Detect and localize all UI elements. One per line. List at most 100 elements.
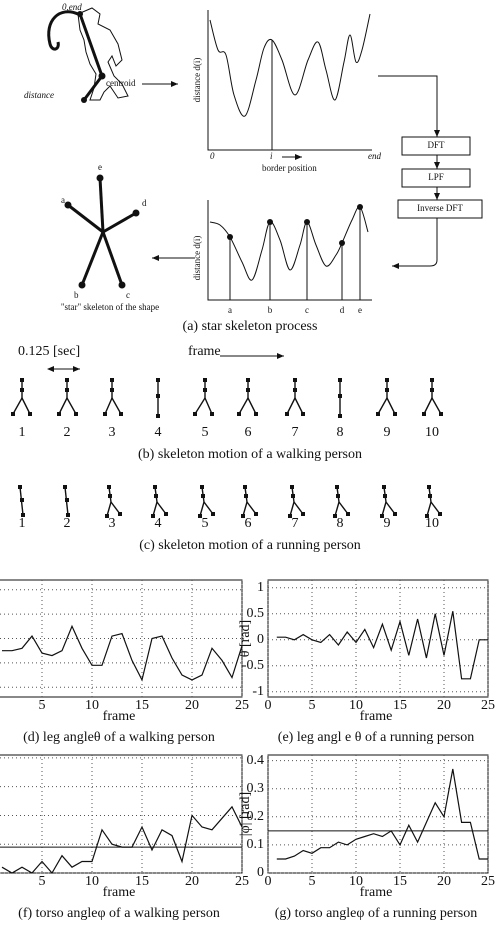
- y-tick-label: 0.4: [247, 753, 265, 768]
- star-point: e: [98, 162, 102, 172]
- x-tick-label: 5: [39, 698, 46, 713]
- limb: [153, 502, 157, 516]
- data-line: [2, 807, 242, 873]
- block-label: DFT: [427, 140, 445, 150]
- y-label: distance d(i): [192, 236, 202, 281]
- joint: [210, 412, 214, 416]
- y-tick-label: 1: [257, 580, 264, 595]
- caption: (d) leg angleθ of a walking person: [23, 730, 215, 745]
- joint: [254, 412, 258, 416]
- y-tick-label: 0: [257, 865, 264, 880]
- y-label: distance d(i): [192, 58, 202, 103]
- x-tick-label: 15: [135, 874, 149, 889]
- limb: [239, 398, 248, 414]
- caption: (g) torso angleφ of a running person: [275, 906, 477, 921]
- limb: [67, 398, 76, 414]
- block-label: LPF: [428, 172, 444, 182]
- joint: [20, 388, 24, 392]
- x-label: frame: [103, 709, 136, 724]
- frame-number: 6: [245, 425, 252, 440]
- frame-number: 1: [19, 425, 26, 440]
- origin-label: 0,end: [62, 2, 82, 12]
- joint: [393, 512, 397, 516]
- joint: [439, 412, 443, 416]
- y-label: θ [rad]: [238, 620, 253, 657]
- connector: [378, 76, 437, 137]
- joint: [153, 485, 157, 489]
- x-tick-label: 15: [393, 874, 407, 889]
- axes: [208, 200, 372, 300]
- limb: [424, 398, 432, 414]
- caption: (b) skeleton motion of a walking person: [138, 447, 362, 462]
- block-label: Inverse DFT: [417, 203, 463, 213]
- frame-label: frame: [188, 344, 221, 359]
- y-tick-label: 0.5: [247, 606, 265, 621]
- joint: [382, 485, 386, 489]
- point-label: e: [358, 305, 362, 315]
- joint: [422, 412, 426, 416]
- frame-number: 6: [245, 516, 252, 531]
- plot-frame: [268, 580, 488, 697]
- joint: [65, 498, 69, 502]
- x-tick-label: 5: [309, 698, 316, 713]
- joint: [65, 388, 69, 392]
- x-tick-label: 25: [481, 874, 495, 889]
- joint: [301, 512, 305, 516]
- joint: [74, 412, 78, 416]
- joint: [20, 378, 24, 382]
- joint: [383, 494, 387, 498]
- x-tick-label: 25: [235, 698, 249, 713]
- joint: [338, 378, 342, 382]
- joint: [156, 414, 160, 418]
- y-tick-label: 0: [257, 632, 264, 647]
- joint: [119, 412, 123, 416]
- star-skeleton: [68, 178, 136, 285]
- limb: [287, 398, 295, 414]
- limb: [378, 398, 387, 414]
- frame-number: 3: [109, 516, 116, 531]
- joint: [18, 485, 22, 489]
- frame-number: 2: [64, 516, 71, 531]
- frame-number: 9: [384, 425, 391, 440]
- point-label: a: [228, 305, 232, 315]
- axes: [208, 10, 372, 150]
- x-tick-label: 20: [185, 698, 199, 713]
- frame-number: 2: [64, 425, 71, 440]
- data-line: [2, 626, 242, 680]
- frame-number: 1: [19, 516, 26, 531]
- page: {"panel_a": {"origin_label": "0,end", "c…: [0, 0, 501, 925]
- x-tick-label: 5: [309, 874, 316, 889]
- joint: [336, 494, 340, 498]
- joint: [103, 412, 107, 416]
- joint: [430, 378, 434, 382]
- plot-frame: [268, 755, 488, 873]
- frame-number: 7: [292, 516, 299, 531]
- limb: [295, 398, 303, 414]
- caption: (e) leg angl e θ of a running person: [278, 730, 474, 745]
- star-point: d: [142, 198, 147, 208]
- joint: [243, 485, 247, 489]
- joint: [385, 388, 389, 392]
- x-tick-label: 25: [235, 874, 249, 889]
- limb: [107, 502, 111, 516]
- joint: [211, 512, 215, 516]
- silhouette: [49, 8, 128, 103]
- x-tick-label: 10: [85, 698, 99, 713]
- peak-dots: [227, 204, 363, 246]
- frame-number: 4: [155, 516, 162, 531]
- joint: [301, 412, 305, 416]
- joint: [200, 485, 204, 489]
- joint: [293, 388, 297, 392]
- joint: [203, 378, 207, 382]
- caption: (c) skeleton motion of a running person: [139, 538, 361, 553]
- frame-number: 9: [384, 516, 391, 531]
- frame-number: 8: [337, 425, 344, 440]
- joint: [285, 412, 289, 416]
- y-tick-label: -1: [252, 684, 264, 699]
- joint: [427, 485, 431, 489]
- limb: [200, 502, 204, 516]
- limb: [22, 398, 30, 414]
- x-tick-label: 15: [393, 698, 407, 713]
- joint: [203, 388, 207, 392]
- limb: [432, 398, 441, 414]
